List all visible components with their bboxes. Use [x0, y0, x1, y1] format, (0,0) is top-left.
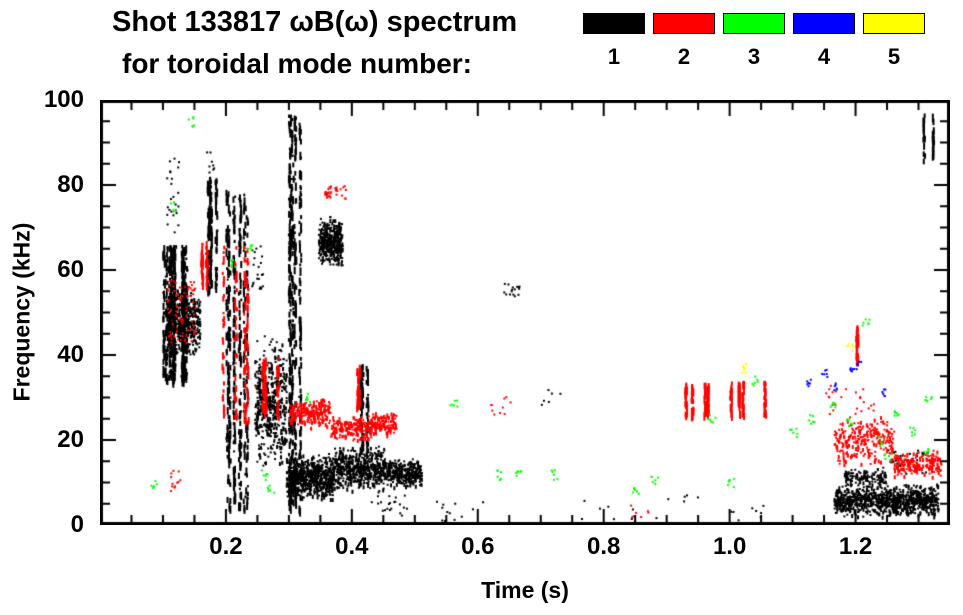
x-tick-label: 1.0: [712, 533, 747, 560]
y-axis-label: Frequency (kHz): [8, 222, 35, 402]
mode-legend: 1 2 3 4 5: [583, 13, 925, 69]
legend-mode-number: 1: [607, 44, 621, 69]
legend-mode-number: 3: [747, 44, 761, 69]
y-tick-label: 0: [70, 511, 84, 538]
x-tick-label: 0.8: [587, 533, 621, 560]
legend-item-mode-4: 4: [793, 13, 855, 69]
y-tick-label: 100: [43, 86, 84, 113]
legend-item-mode-5: 5: [863, 13, 925, 69]
y-tick-label: 20: [57, 426, 84, 453]
chart-subtitle: for toroidal mode number:: [122, 48, 472, 79]
legend-color-swatch: [583, 13, 645, 34]
legend-mode-number: 4: [817, 44, 831, 69]
spectrogram-canvas: [100, 100, 950, 525]
y-tick-label: 40: [57, 341, 84, 368]
legend-mode-number: 5: [887, 44, 901, 69]
chart-title: Shot 133817 ωB(ω) spectrum: [112, 6, 518, 38]
x-axis-label: Time (s): [481, 577, 569, 603]
x-tick-label: 0.2: [209, 533, 243, 560]
x-tick-label: 1.2: [838, 533, 873, 560]
legend-item-mode-3: 3: [723, 13, 785, 69]
x-tick-label: 0.4: [335, 533, 369, 560]
legend-color-swatch: [793, 13, 855, 34]
legend-item-mode-1: 1: [583, 13, 645, 69]
legend-color-swatch: [863, 13, 925, 34]
legend-mode-number: 2: [677, 44, 691, 69]
legend-item-mode-2: 2: [653, 13, 715, 69]
x-tick-label: 0.6: [461, 533, 495, 560]
legend-color-swatch: [723, 13, 785, 34]
y-tick-label: 80: [57, 171, 84, 198]
y-tick-label: 60: [57, 256, 84, 283]
legend-color-swatch: [653, 13, 715, 34]
